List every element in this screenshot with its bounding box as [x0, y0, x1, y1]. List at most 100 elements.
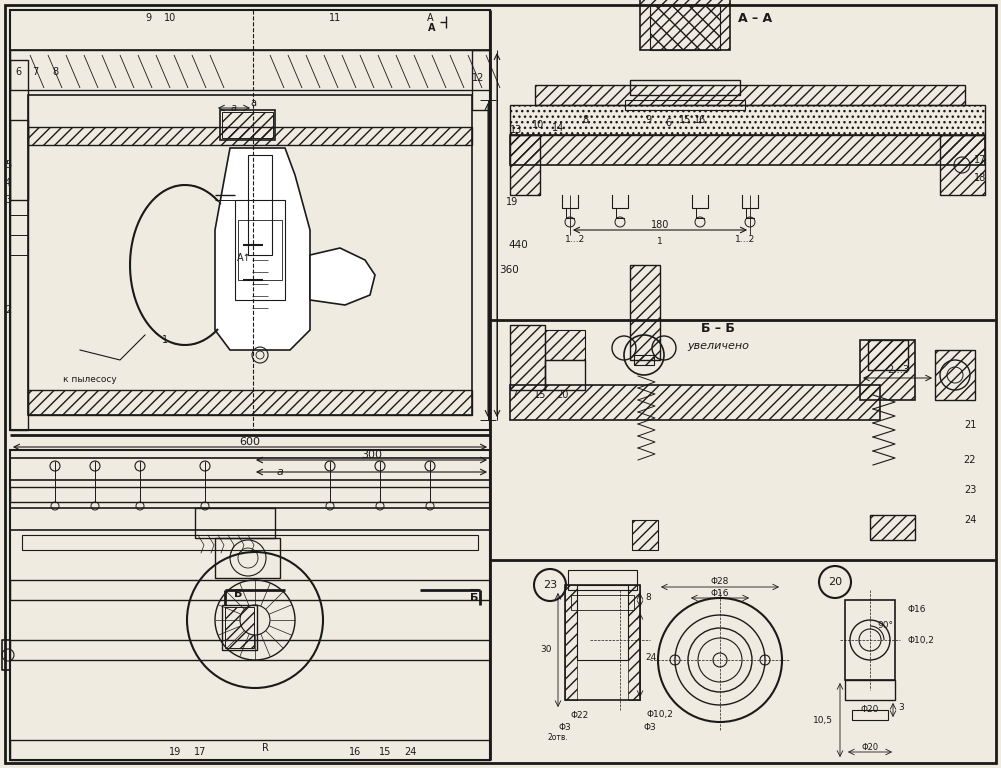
Bar [870, 515, 915, 540]
Text: Б: Б [469, 593, 478, 603]
Text: 7: 7 [32, 67, 38, 77]
Bar [545, 360, 585, 390]
Bar [248, 155, 272, 255]
Text: к пылесосу: к пылесосу [63, 376, 117, 385]
Bar [510, 385, 880, 420]
Bar [868, 340, 908, 370]
Bar [10, 10, 490, 430]
Text: 17: 17 [194, 747, 206, 757]
Bar [845, 680, 895, 700]
Text: 24: 24 [964, 515, 976, 525]
Text: R: R [261, 743, 268, 753]
Text: 2отв.: 2отв. [548, 733, 569, 743]
Bar [10, 50, 490, 90]
Text: Φ20: Φ20 [862, 743, 879, 752]
Text: 15: 15 [534, 390, 547, 400]
Text: Φ16: Φ16 [908, 605, 927, 614]
Text: 19: 19 [169, 747, 181, 757]
Bar [10, 10, 490, 50]
Bar [535, 85, 965, 105]
Text: 17: 17 [974, 155, 986, 165]
Text: 300: 300 [361, 450, 382, 460]
Text: 5: 5 [5, 160, 11, 170]
Bar [510, 105, 985, 135]
Bar [10, 450, 490, 760]
Text: 600: 600 [239, 437, 260, 447]
Text: 24: 24 [645, 654, 657, 663]
Text: a: a [250, 98, 256, 108]
Bar [10, 487, 490, 502]
Bar [28, 95, 472, 415]
Text: 15: 15 [378, 747, 391, 757]
Text: Φ10,2: Φ10,2 [908, 635, 935, 644]
Text: 6: 6 [665, 118, 671, 128]
Text: 19: 19 [506, 197, 519, 207]
Text: 20: 20 [556, 390, 569, 400]
Text: 90°: 90° [877, 621, 893, 630]
Text: А: А [426, 13, 433, 23]
Text: 16: 16 [349, 747, 361, 757]
Bar [225, 607, 254, 648]
Text: 10: 10 [164, 13, 176, 23]
Bar [10, 508, 490, 530]
Bar [860, 340, 915, 400]
Text: 23: 23 [964, 485, 976, 495]
Text: Φ22: Φ22 [571, 710, 590, 720]
Bar [222, 605, 257, 650]
Bar [935, 350, 975, 400]
Text: 24: 24 [403, 747, 416, 757]
Text: 440: 440 [508, 240, 528, 250]
Bar [195, 508, 275, 538]
Text: 360: 360 [499, 265, 519, 275]
Text: 1: 1 [162, 335, 168, 345]
Text: 30: 30 [541, 645, 552, 654]
Text: a: a [231, 103, 237, 113]
Polygon shape [215, 148, 310, 350]
Text: Φ3: Φ3 [559, 723, 572, 733]
Bar [510, 135, 985, 165]
Bar [238, 220, 282, 280]
Bar [215, 538, 280, 578]
Text: 2: 2 [5, 305, 11, 315]
Bar [630, 265, 660, 360]
Text: А – А: А – А [738, 12, 772, 25]
Text: 9: 9 [645, 115, 651, 125]
Bar [28, 127, 472, 145]
Bar [10, 60, 28, 430]
Bar [630, 80, 740, 95]
Text: 8: 8 [645, 594, 651, 603]
Bar [10, 458, 490, 480]
Text: 7: 7 [511, 390, 518, 400]
Text: 1: 1 [657, 237, 663, 247]
Text: Φ3: Φ3 [644, 723, 657, 733]
Text: a: a [276, 467, 283, 477]
Text: 2…3: 2…3 [887, 365, 909, 375]
Text: Φ20: Φ20 [861, 706, 879, 714]
Bar [628, 585, 640, 700]
Bar [565, 585, 640, 700]
Text: Б: Б [234, 589, 242, 599]
Bar [568, 570, 637, 590]
Text: 8: 8 [52, 67, 58, 77]
Text: Φ28: Φ28 [711, 578, 729, 587]
Text: 1…2: 1…2 [735, 236, 755, 244]
Bar [571, 595, 634, 610]
Text: Φ10,2: Φ10,2 [647, 710, 674, 720]
Bar [852, 710, 888, 720]
Text: 12: 12 [471, 73, 484, 83]
Text: 10: 10 [532, 120, 545, 130]
Text: 15: 15 [679, 115, 691, 125]
Text: 1…2: 1…2 [565, 236, 586, 244]
Text: 180: 180 [651, 220, 670, 230]
Bar [510, 325, 545, 390]
Text: 8: 8 [582, 115, 588, 125]
Bar [10, 120, 28, 200]
Bar [565, 585, 577, 700]
Text: 22: 22 [964, 455, 976, 465]
Bar [220, 110, 275, 140]
Text: увеличено: увеличено [687, 341, 749, 351]
Text: А: А [428, 23, 435, 33]
Bar [472, 50, 490, 110]
Text: Φ16: Φ16 [711, 588, 730, 598]
Bar [640, 0, 730, 50]
